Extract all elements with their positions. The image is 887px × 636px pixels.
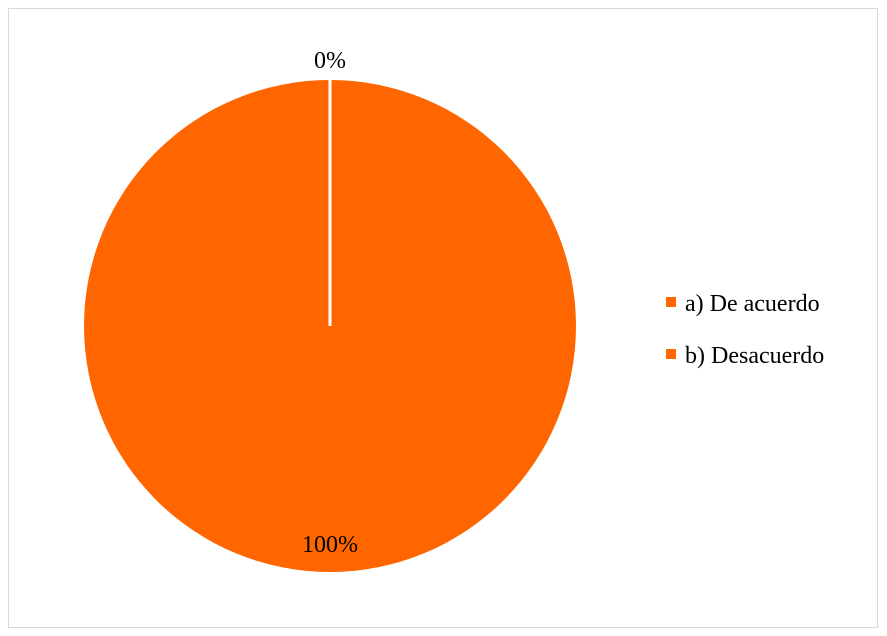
data-label-de-acuerdo: 0% [314,48,346,74]
data-label-desacuerdo: 100% [302,532,358,558]
legend-label-desacuerdo: b) Desacuerdo [685,343,824,369]
legend: a) De acuerdo b) Desacuerdo [666,291,824,369]
legend-swatch-desacuerdo [666,349,676,359]
legend-swatch-de-acuerdo [666,297,676,307]
legend-label-de-acuerdo: a) De acuerdo [685,291,820,317]
